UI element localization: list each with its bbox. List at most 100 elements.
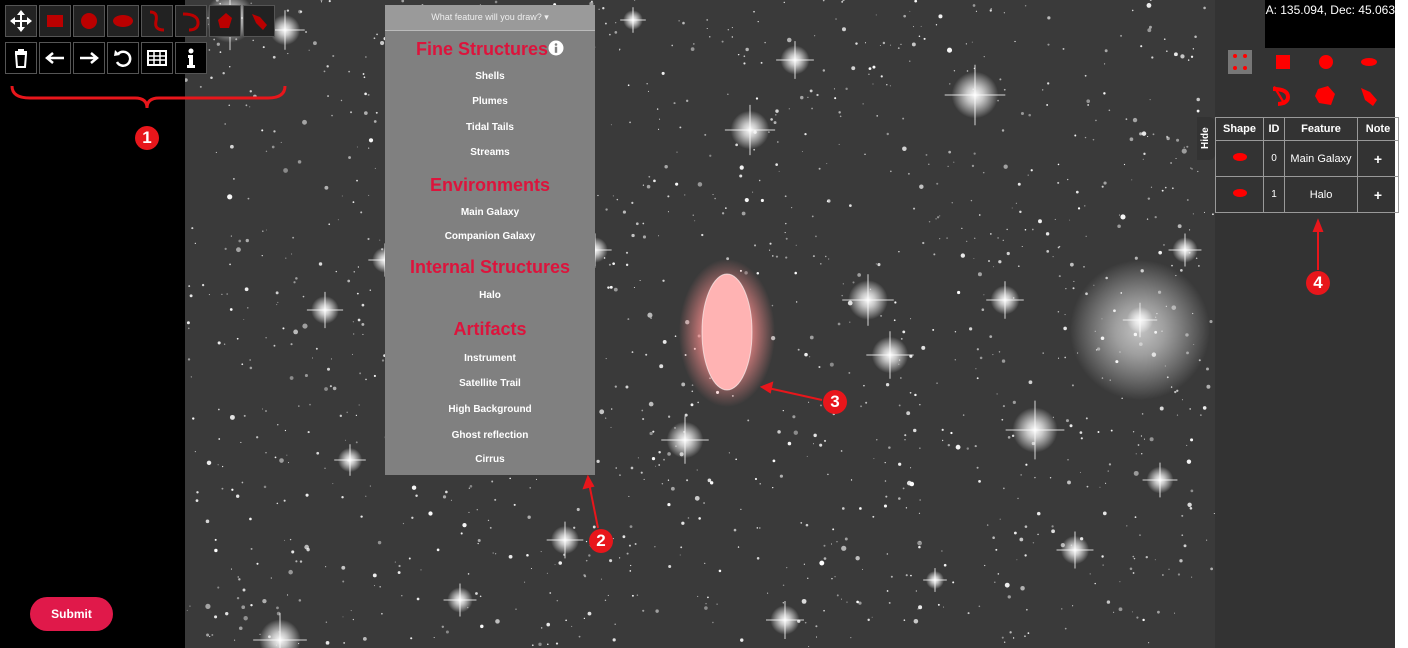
info-icon[interactable] [548,40,564,56]
star [804,132,807,136]
star [701,233,704,237]
info-button[interactable] [175,42,207,74]
star [676,151,678,153]
star [365,56,367,58]
delete-button[interactable] [5,42,37,74]
tool-freehand[interactable] [1361,88,1377,106]
star [335,270,337,273]
star [823,609,825,612]
star [769,242,772,245]
star [217,408,220,411]
note-button[interactable]: + [1357,140,1399,177]
star [1004,582,1010,588]
star [803,563,805,565]
polygon-tool[interactable] [209,5,241,37]
star [1176,414,1179,416]
star [654,546,656,548]
star [658,464,661,466]
feature-option[interactable]: Satellite Trail [459,378,521,389]
star [740,638,744,642]
star [637,457,639,459]
star [973,152,976,155]
reset-button[interactable] [107,42,139,74]
star [727,29,729,31]
star [661,416,709,464]
star [1192,48,1195,50]
star [236,247,241,253]
callout: 1 [135,126,159,150]
star [769,249,771,251]
feature-option[interactable]: Instrument [464,353,516,364]
curve-tool[interactable] [175,5,207,37]
star [935,218,937,220]
star [1149,99,1151,101]
star [757,20,759,23]
star [221,487,224,490]
star [509,554,513,559]
star [1179,559,1183,563]
tool-curve[interactable] [1273,87,1290,106]
feature-option[interactable]: High Background [448,404,532,415]
star [835,18,837,20]
tool-circle[interactable] [1319,55,1333,69]
star [684,413,688,417]
star [831,543,833,545]
star [230,144,234,149]
feature-option[interactable]: Companion Galaxy [444,231,536,242]
star [249,366,253,370]
star [612,262,615,266]
feature-option[interactable]: Shells [475,71,505,82]
star [609,33,611,36]
feature-option[interactable]: Streams [470,147,510,158]
star [923,568,947,592]
tool-ellipse[interactable] [1361,58,1377,66]
star [272,55,276,59]
submit-button[interactable]: Submit [30,597,113,631]
star [1176,138,1180,142]
section-title: Environments [385,175,595,196]
star [186,609,188,611]
star [933,253,936,256]
star [1101,555,1104,558]
feature-option[interactable]: Ghost reflection [451,430,529,441]
undo-button[interactable] [39,42,71,74]
star [760,198,764,203]
main-galaxy-shape[interactable] [701,273,753,391]
star [247,307,249,309]
hide-tab[interactable]: Hide [1197,117,1215,160]
pan-tool[interactable] [5,5,37,37]
table-button[interactable] [141,42,173,74]
redo-button[interactable] [73,42,105,74]
star [918,35,921,38]
star [605,208,608,211]
feature-option[interactable]: Tidal Tails [466,122,514,133]
ellipse-tool[interactable] [107,5,139,37]
tool-polygon[interactable] [1315,86,1335,105]
star [615,22,617,24]
callout: 2 [589,529,613,553]
dropdown-select[interactable]: What feature will you draw? ▾ [385,5,595,31]
star [903,14,906,18]
star [721,212,725,215]
line-tool[interactable] [141,5,173,37]
star [337,219,339,221]
star [1104,49,1108,53]
tool-select[interactable] [1228,50,1252,74]
star [693,43,695,45]
star [1190,167,1192,169]
freehand-tool[interactable] [243,5,275,37]
feature-option[interactable]: Plumes [472,96,508,107]
rect-tool[interactable] [39,5,71,37]
circle-tool[interactable] [73,5,105,37]
star [884,480,887,482]
star [709,36,711,38]
star [262,46,265,49]
tool-rect[interactable] [1276,55,1290,69]
star [871,616,873,618]
star [1024,5,1027,7]
feature-option[interactable]: Halo [479,290,501,301]
feature-option[interactable]: Main Galaxy [460,207,520,218]
note-button[interactable]: + [1357,176,1399,213]
star [629,570,632,572]
feature-option[interactable]: Cirrus [475,454,505,465]
